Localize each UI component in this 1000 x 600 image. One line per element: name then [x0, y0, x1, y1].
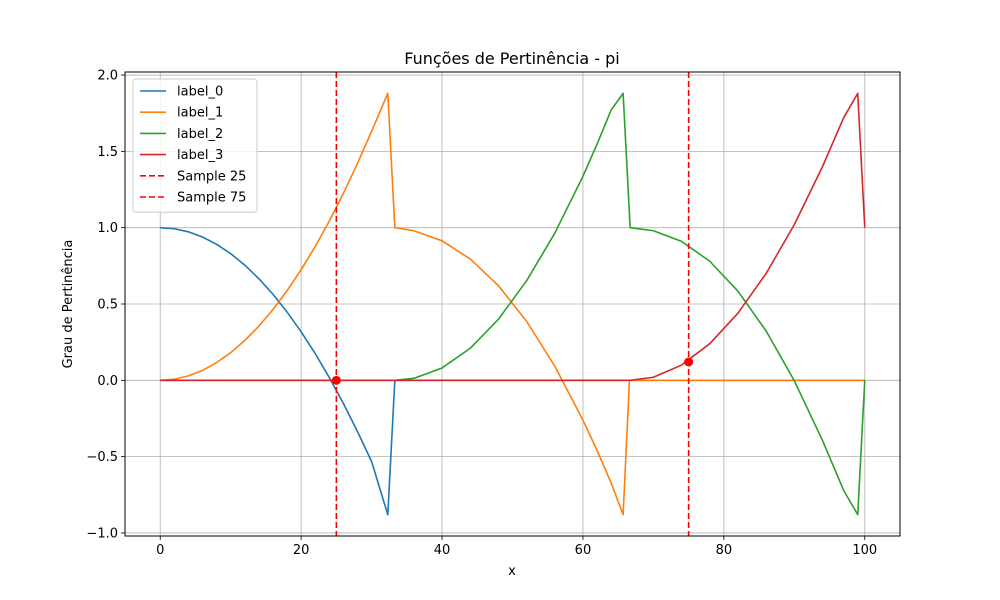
x-tick-label: 40: [434, 543, 451, 558]
y-tick-label: 0.0: [97, 374, 118, 389]
x-tick-label: 80: [716, 543, 733, 558]
x-axis-ticks: 0 20 40 60 80 100: [156, 536, 877, 558]
y-tick-label: 1.5: [97, 145, 118, 160]
y-tick-label: −0.5: [86, 450, 118, 465]
y-tick-label: 2.0: [97, 69, 118, 84]
y-axis-ticks: −1.0 −0.5 0.0 0.5 1.0 1.5 2.0: [86, 69, 125, 541]
series-line-label_1: [160, 92, 865, 516]
y-tick-label: 0.5: [97, 298, 118, 313]
y-axis-label: Grau de Pertinência: [61, 240, 76, 369]
legend-label: label_1: [177, 106, 223, 121]
legend-label: Sample 75: [177, 191, 246, 206]
x-tick-label: 0: [156, 543, 164, 558]
chart-title: Funções de Pertinência - pi: [404, 49, 619, 68]
y-tick-label: 1.0: [97, 221, 118, 236]
x-tick-label: 20: [293, 543, 310, 558]
plot-data-area: [160, 72, 866, 536]
legend-label: Sample 25: [177, 169, 246, 184]
x-tick-label: 100: [852, 543, 877, 558]
series-line-label_2: [160, 92, 866, 516]
legend: label_0 label_1 label_2 label_3 Sample 25 Sam…: [132, 78, 258, 213]
sample-point: [684, 357, 694, 367]
legend-label: label_3: [177, 148, 223, 163]
legend-label: label_2: [177, 127, 223, 142]
series-line-label_0: [160, 226, 865, 516]
y-tick-label: −1.0: [86, 526, 118, 541]
series-line-label_3: [160, 92, 866, 382]
legend-label: label_0: [177, 85, 223, 100]
sample-point: [331, 375, 341, 385]
x-tick-label: 60: [575, 543, 592, 558]
x-axis-label: x: [508, 564, 516, 579]
